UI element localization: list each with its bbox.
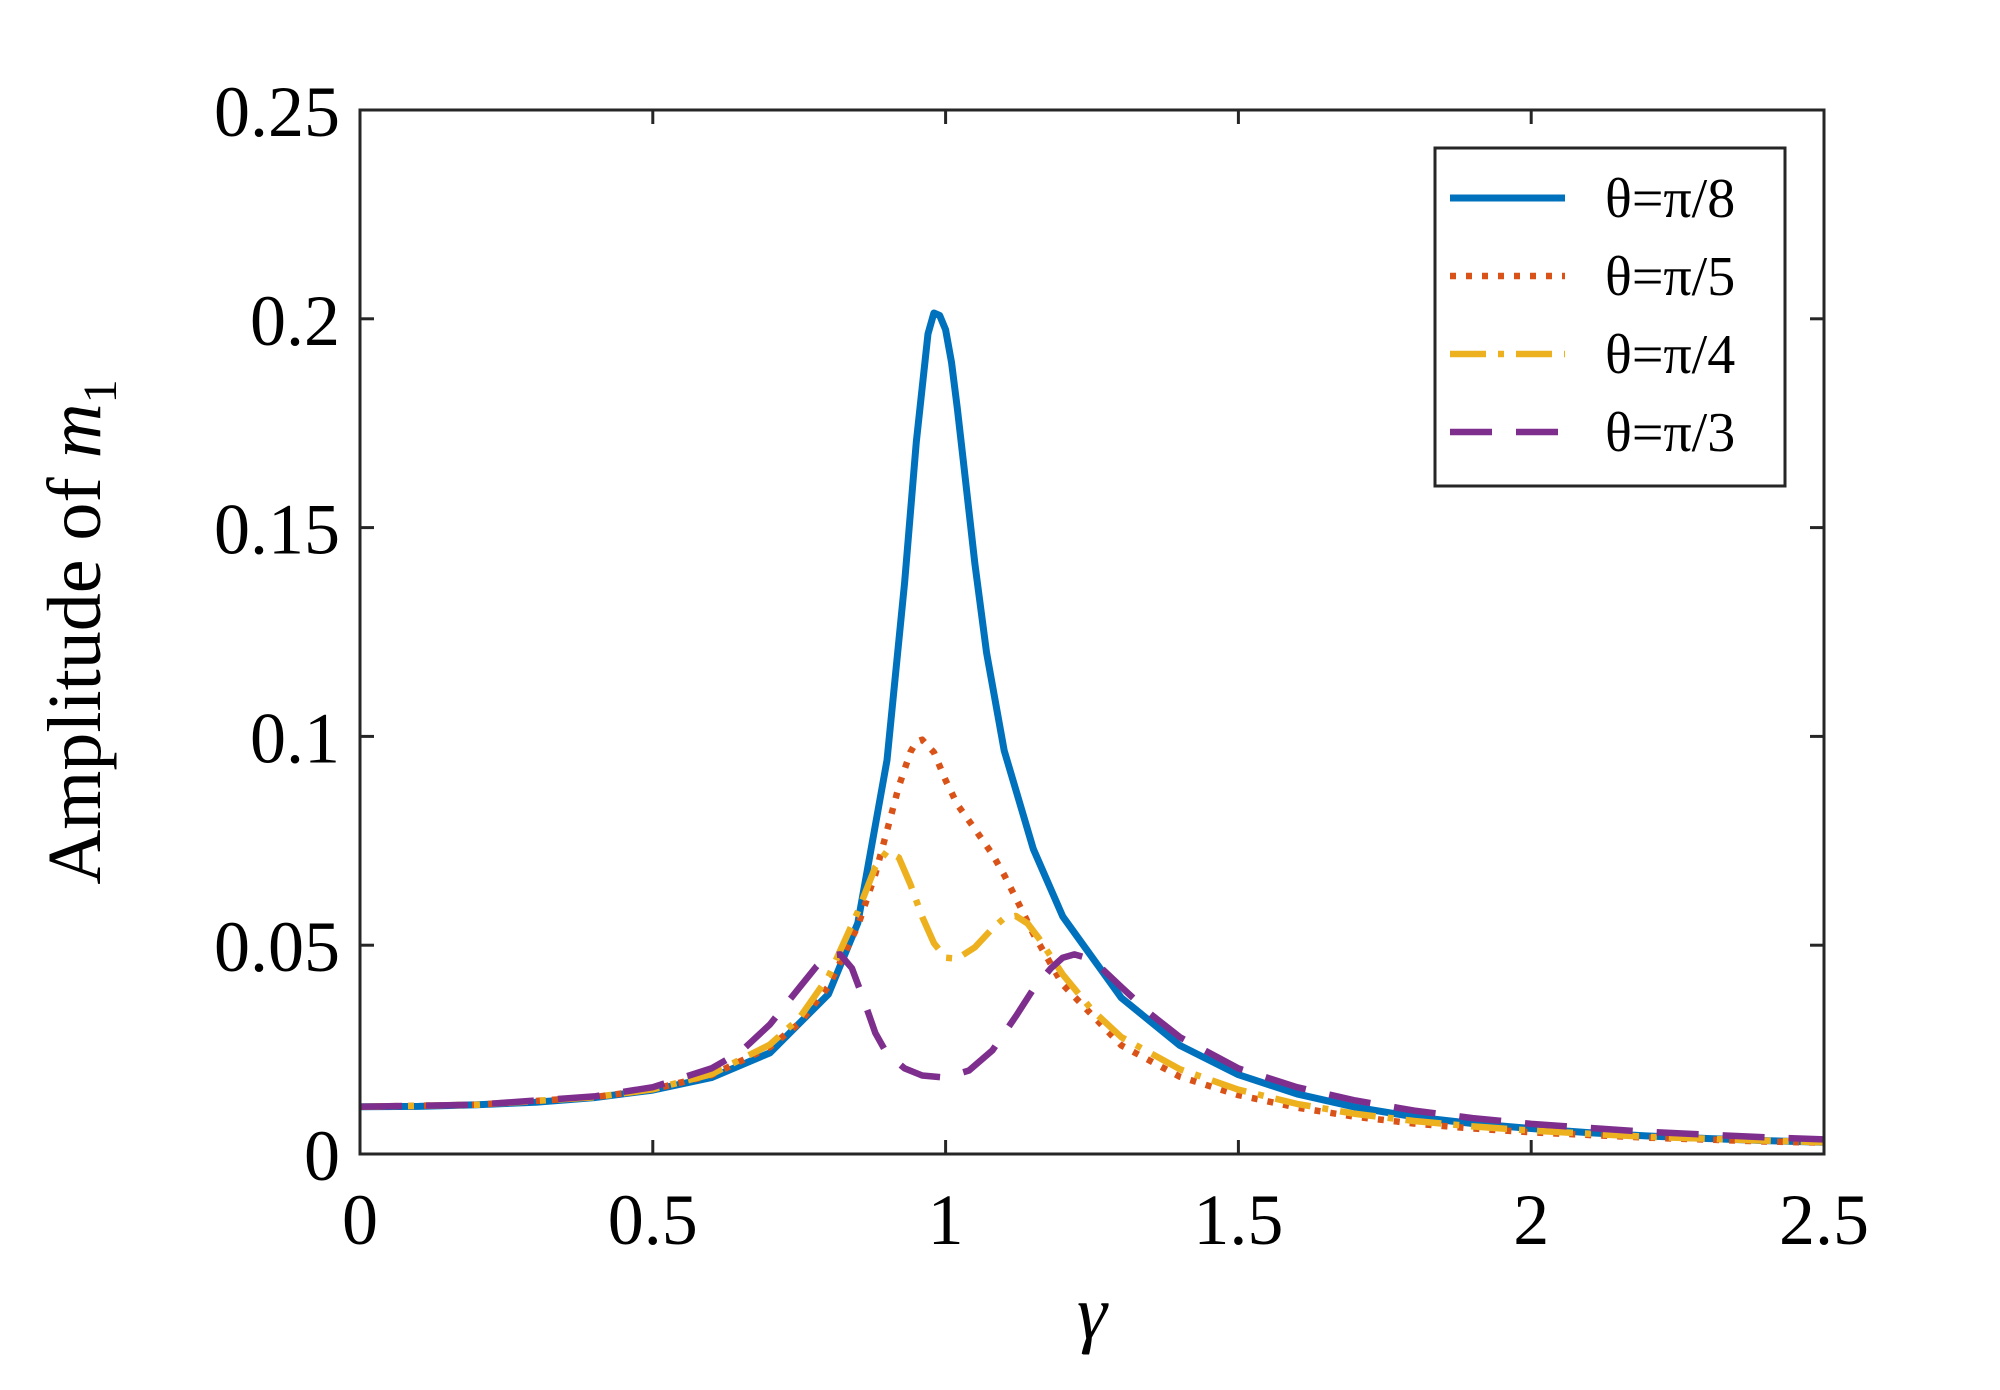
y-axis-title: Amplitude of m1	[33, 379, 127, 884]
y-axis-title-prefix: Amplitude of	[33, 458, 117, 884]
series-line-1	[360, 309, 1824, 1146]
legend-label-2: θ=π/5	[1605, 246, 1735, 308]
y-tick-label: 0.25	[214, 72, 340, 152]
x-tick-label: 2.5	[1779, 1180, 1869, 1260]
plot-area	[360, 309, 1824, 1146]
y-tick-label: 0	[304, 1116, 340, 1196]
legend: θ=π/8 θ=π/5 θ=π/4 θ=π/3	[1433, 146, 1787, 488]
x-axis-title: γ	[1077, 1271, 1109, 1355]
x-tick-label: 1.5	[1193, 1180, 1283, 1260]
y-axis-title-variable: m	[33, 403, 117, 458]
legend-box	[1433, 146, 1787, 488]
y-tick-label: 0.1	[250, 698, 340, 778]
series-line-3	[360, 847, 1824, 1146]
legend-label-1: θ=π/8	[1605, 168, 1735, 230]
y-tick-label: 0.2	[250, 281, 340, 361]
legend-label-3: θ=π/4	[1605, 324, 1735, 386]
legend-entries: θ=π/8 θ=π/5 θ=π/4 θ=π/3	[1450, 168, 1735, 464]
plot-frame	[358, 108, 1826, 1156]
x-tick-label: 1	[928, 1180, 964, 1260]
x-tick-label: 0.5	[608, 1180, 698, 1260]
y-tick-label: 0.05	[214, 907, 340, 987]
series-line-4	[360, 951, 1824, 1143]
x-tick-label: 0	[342, 1180, 378, 1260]
x-tick-label: 2	[1513, 1180, 1549, 1260]
series-layer	[360, 309, 1824, 1146]
y-axis-title-subscript: 1	[74, 379, 127, 403]
legend-label-4: θ=π/3	[1605, 402, 1735, 464]
y-tick-label: 0.15	[214, 490, 340, 570]
ticks-layer: 0 0.5 1 1.5 2 2.5 0 0.05 0.1 0.15 0.2 0.25	[214, 72, 1869, 1260]
